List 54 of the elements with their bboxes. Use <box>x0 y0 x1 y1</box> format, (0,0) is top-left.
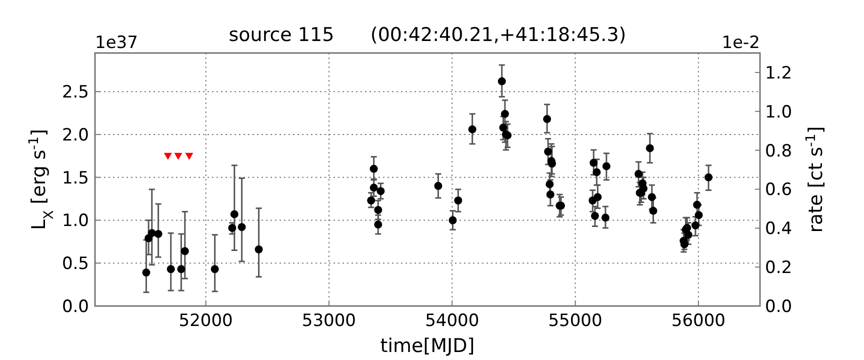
text: 1e-2 <box>722 33 760 53</box>
y2-tick-label: 0.0 <box>765 296 792 317</box>
point <box>254 245 263 254</box>
point <box>704 173 713 182</box>
x-tick-label: 53000 <box>302 311 356 331</box>
point <box>498 77 506 86</box>
point <box>370 164 378 173</box>
point <box>454 196 462 205</box>
y2-tick-label: 0.8 <box>765 141 792 162</box>
y-tick-label: 0.0 <box>62 296 89 317</box>
point <box>594 193 602 202</box>
point <box>142 268 150 277</box>
chart-title: source 115 (00:42:40.21,+41:18:45.3) <box>228 24 626 46</box>
y2-tick-label: 0.6 <box>765 180 792 200</box>
point <box>602 162 610 170</box>
point <box>634 170 643 178</box>
point <box>177 265 186 274</box>
y-tick-label: 2.5 <box>62 82 89 103</box>
x-tick-label: 56000 <box>671 311 726 331</box>
point <box>180 247 189 256</box>
point <box>228 224 236 232</box>
point <box>230 210 238 218</box>
point <box>154 230 162 238</box>
point <box>691 221 700 230</box>
point <box>448 216 457 224</box>
point <box>174 152 182 160</box>
point <box>646 144 654 152</box>
point <box>499 124 508 132</box>
point <box>185 152 194 160</box>
point <box>164 152 172 160</box>
point <box>601 214 610 222</box>
point <box>376 187 385 196</box>
y2-tick-label: 1.2 <box>765 63 792 84</box>
point <box>468 125 476 134</box>
y-tick-label: 1.0 <box>62 211 89 232</box>
y2-tick-label: 1.0 <box>765 102 792 122</box>
point <box>166 265 175 274</box>
point <box>210 265 219 274</box>
y-tick-label: 1.5 <box>62 168 89 188</box>
point <box>640 184 648 193</box>
y-tick-label: 0.5 <box>62 254 89 274</box>
y2-tick-label: 0.2 <box>765 258 792 278</box>
x-tick-label: 55000 <box>548 311 602 331</box>
point <box>238 223 246 232</box>
y-tick-label: 2.0 <box>62 125 89 146</box>
y2-tick-label: 0.4 <box>765 219 792 240</box>
point <box>544 148 552 156</box>
text: 1e37 <box>95 33 138 53</box>
x-tick-label: 54000 <box>425 311 480 331</box>
point <box>148 229 156 238</box>
point <box>543 115 552 124</box>
point <box>434 182 442 190</box>
x-axis-title: time[MJD] <box>380 335 475 357</box>
x-tick-label: 52000 <box>178 311 233 331</box>
